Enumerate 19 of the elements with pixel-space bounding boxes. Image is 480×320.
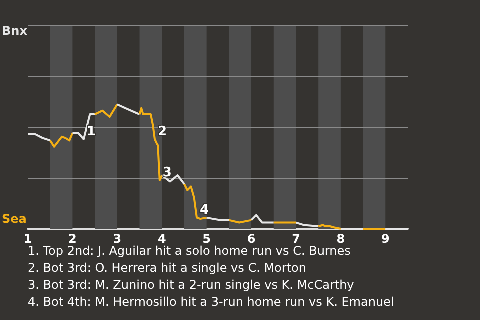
annotation: 3 (162, 165, 172, 180)
x-tick-label: 3 (113, 232, 122, 246)
x-tick-label: 8 (336, 232, 346, 246)
text: Bnx (2, 24, 28, 38)
annotation: 1 (86, 124, 96, 140)
text: 2. Bot 3rd: O. Herrera hit a single vs C. Morton (28, 261, 306, 275)
x-tick-label: 5 (202, 232, 212, 246)
text: Sea (2, 212, 27, 226)
x-tick-label: 2 (68, 232, 77, 246)
x-tick-label: 1 (24, 232, 32, 246)
text: 1. Top 2nd: J. Aguilar hit a solo home run vs C. Burnes (28, 244, 351, 258)
x-tick-label: 4 (158, 232, 166, 246)
x-tick-label: 9 (381, 232, 390, 246)
text: 4. Bot 4th: M. Hermosillo hit a 3-run home run vs K. Emanuel (28, 295, 394, 309)
x-tick-label: 7 (292, 232, 300, 246)
annotation: 4 (200, 202, 210, 218)
text: 3. Bot 3rd: M. Zunino hit a 2-run single vs K. McCarthy (28, 278, 354, 292)
annotation: 2 (158, 124, 168, 140)
x-tick-label: 6 (247, 232, 256, 246)
